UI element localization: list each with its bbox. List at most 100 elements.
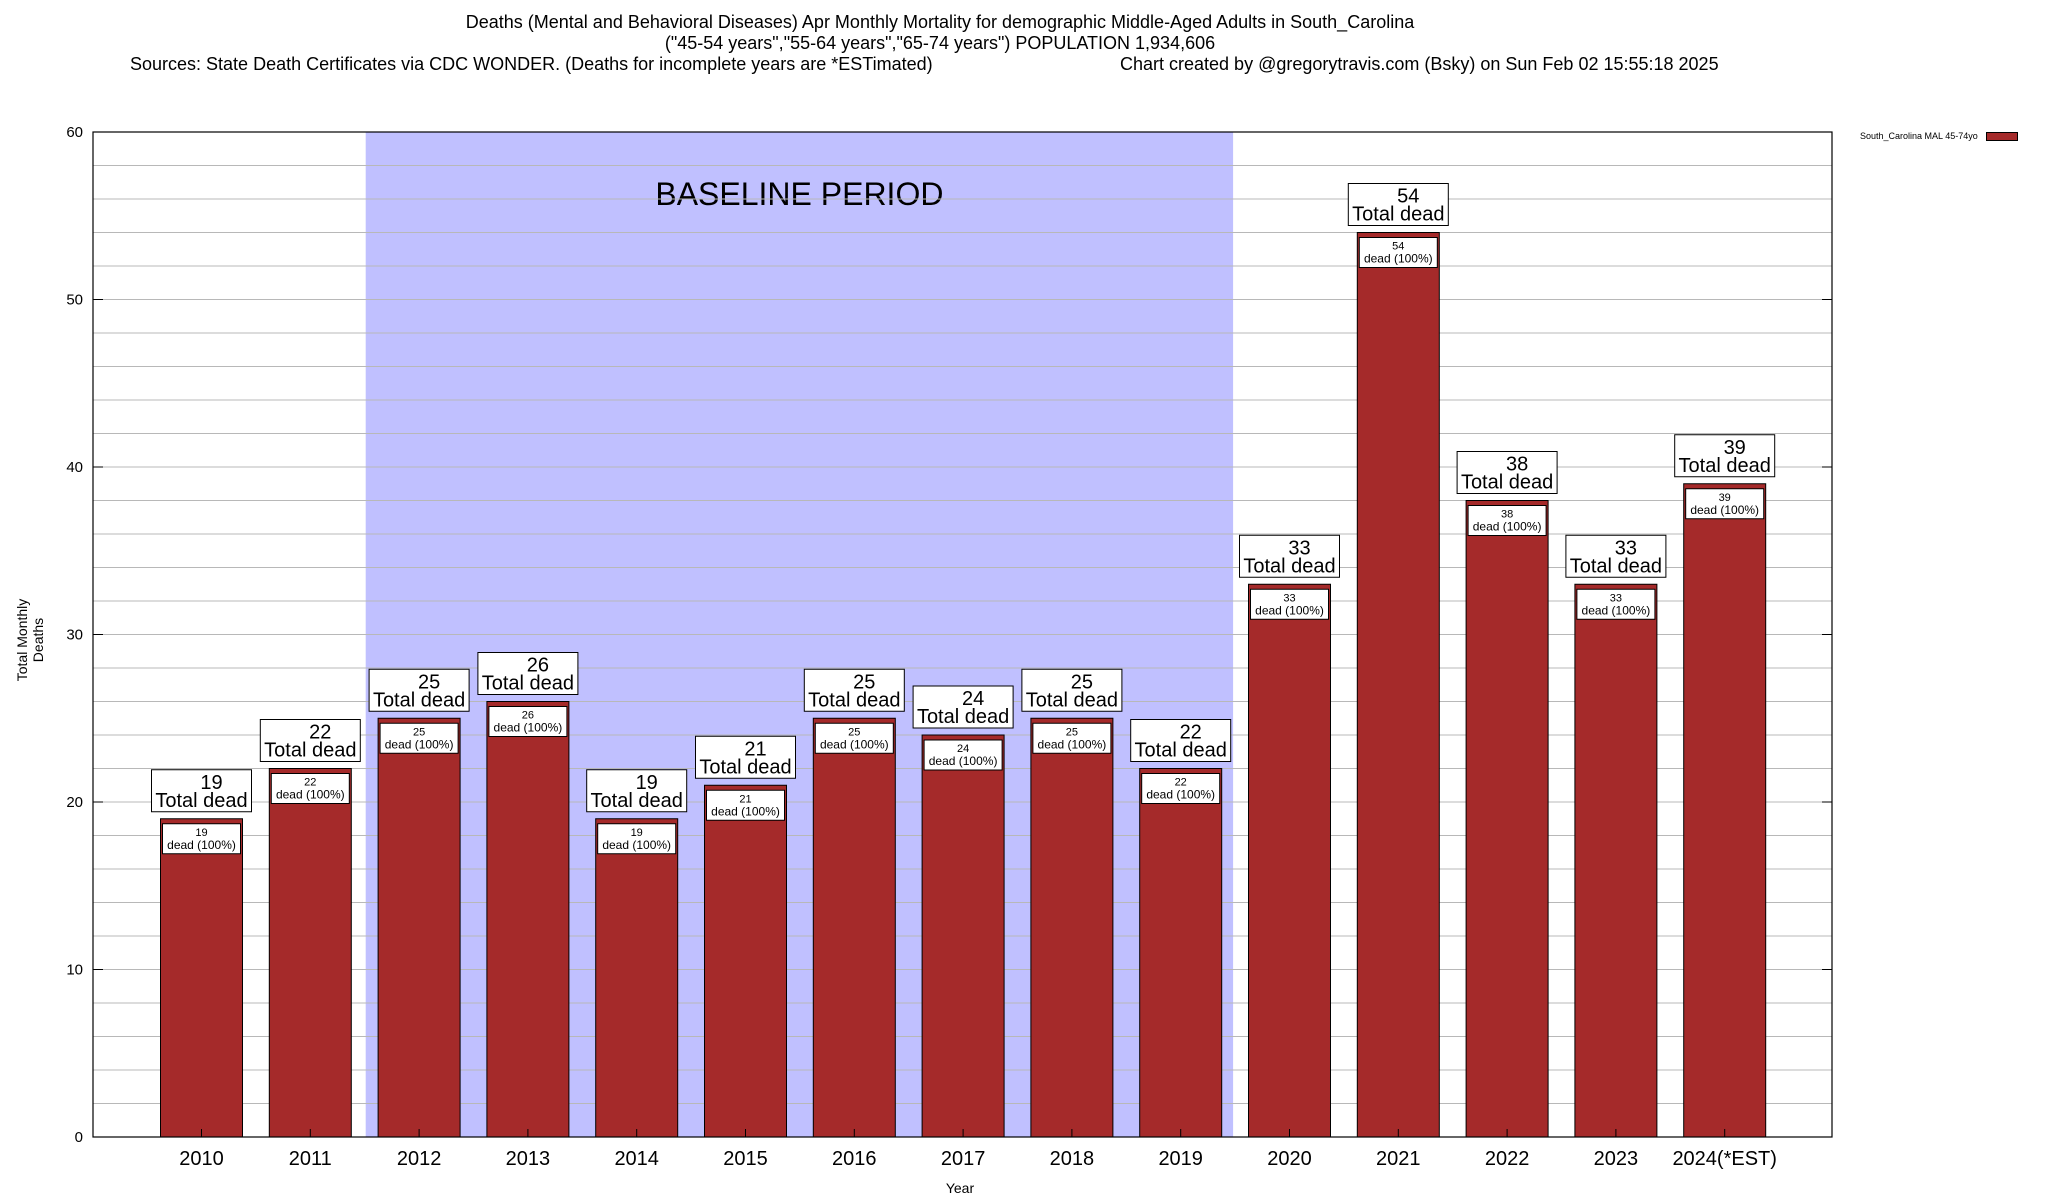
inner-value-label: 26: [522, 710, 534, 722]
bar: [268, 768, 352, 1138]
inner-label-box: [1576, 588, 1656, 620]
total-label-box: [1021, 668, 1123, 712]
total-text-label: Total dead: [1026, 689, 1118, 711]
x-tick-label: 2010: [179, 1148, 224, 1170]
legend-label: South_Carolina MAL 45-74yo: [1860, 131, 1978, 141]
inner-value-label: 22: [1175, 777, 1187, 789]
bar: [1248, 583, 1331, 1138]
x-tick-label: 2015: [723, 1148, 768, 1170]
inner-pct-label: dead (100%): [820, 737, 889, 751]
inner-value-label: 38: [1501, 509, 1513, 521]
total-text-label: Total dead: [373, 689, 465, 711]
inner-pct-label: dead (100%): [1146, 788, 1215, 802]
inner-value-label: 33: [1283, 592, 1295, 604]
chart-subtitle: ("45-54 years","55-64 years","65-74 year…: [664, 33, 1216, 53]
axes: 0 10 20 30 40 50 60 2010 2011 2012 2013 2014 2015 201…: [66, 124, 1833, 1170]
y-tick-label: 60: [66, 124, 83, 141]
inner-label-box: [814, 722, 894, 754]
total-value-label: 54: [1397, 186, 1419, 208]
inner-pct-label: dead (100%): [1473, 520, 1542, 534]
x-tick-label: 2016: [832, 1148, 877, 1170]
x-tick-label: 2014: [614, 1148, 659, 1170]
total-value-label: 24: [962, 688, 984, 710]
total-value-label: 19: [200, 772, 222, 794]
bar: [1030, 717, 1114, 1138]
chart-title-block: Deaths (Mental and Behavioral Diseases) …: [0, 12, 1880, 74]
total-label-box: [1565, 534, 1667, 578]
total-text-label: Total dead: [1461, 472, 1553, 494]
total-value-label: 22: [1180, 722, 1202, 744]
x-tick-label: 2017: [941, 1148, 986, 1170]
total-value-label: 19: [636, 772, 658, 794]
y-tick-label: 10: [66, 962, 83, 979]
total-text-label: Total dead: [1243, 555, 1335, 577]
total-label-box: [1674, 434, 1776, 478]
inner-label-box: [1358, 237, 1438, 268]
total-text-label: Total dead: [808, 689, 900, 711]
baseline-label: BASELINE PERIOD: [655, 176, 943, 212]
total-label-box: [151, 769, 252, 813]
x-axis-label: Year: [945, 1180, 975, 1196]
bar: [1683, 483, 1767, 1138]
total-value-label: 25: [418, 671, 440, 693]
total-label-box: [1130, 719, 1232, 762]
x-tick-label: 2020: [1267, 1148, 1312, 1170]
x-tick-label: 2013: [506, 1148, 551, 1170]
inner-value-label: 39: [1719, 492, 1731, 504]
inner-pct-label: dead (100%): [929, 754, 998, 768]
total-value-label: 25: [853, 671, 875, 693]
bar: [1356, 232, 1440, 1138]
total-text-label: Total dead: [591, 790, 683, 812]
total-text-label: Total dead: [1679, 455, 1771, 477]
bar: [1465, 500, 1549, 1138]
inner-value-label: 25: [1066, 726, 1078, 738]
total-label-box: [477, 652, 579, 695]
y-tick-label: 30: [66, 627, 83, 644]
total-text-label: Total dead: [1352, 204, 1444, 226]
chart-sources: Sources: State Death Certificates via CD…: [130, 54, 933, 74]
x-tick-label: 2023: [1594, 1148, 1639, 1170]
total-text-label: Total dead: [1135, 740, 1227, 762]
total-value-label: 38: [1506, 454, 1528, 476]
inner-value-label: 21: [739, 793, 751, 805]
inner-pct-label: dead (100%): [385, 737, 454, 751]
inner-label-box: [270, 773, 350, 804]
x-tick-label: 2011: [289, 1148, 332, 1170]
inner-value-label: 22: [304, 777, 316, 789]
inner-value-label: 25: [848, 726, 860, 738]
bar: [812, 717, 896, 1138]
inner-label-box: [1141, 773, 1221, 804]
bar: [1139, 768, 1223, 1138]
inner-value-label: 25: [413, 726, 425, 738]
inner-label-box: [162, 823, 241, 855]
total-text-label: Total dead: [1570, 555, 1662, 577]
x-tick-label: 2019: [1158, 1148, 1203, 1170]
total-text-label: Total dead: [264, 740, 356, 762]
bar: [160, 818, 243, 1138]
inner-pct-label: dead (100%): [1364, 252, 1433, 266]
inner-value-label: 19: [195, 827, 207, 839]
inner-pct-label: dead (100%): [1038, 737, 1107, 751]
total-value-label: 33: [1615, 537, 1637, 559]
inner-pct-label: dead (100%): [276, 788, 345, 802]
total-value-label: 21: [744, 738, 766, 760]
total-value-label: 33: [1288, 537, 1310, 559]
y-axis-label: Total Monthly Deaths: [14, 598, 46, 682]
inner-label-box: [488, 706, 568, 737]
inner-label-box: [379, 722, 459, 754]
total-label-box: [695, 735, 796, 779]
inner-label-box: [1467, 505, 1547, 536]
